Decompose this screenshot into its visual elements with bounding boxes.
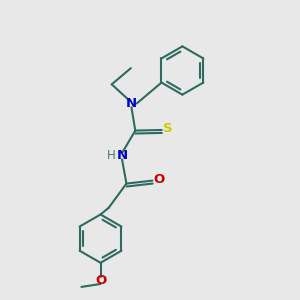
Text: N: N xyxy=(126,97,137,110)
Text: O: O xyxy=(153,173,164,186)
Text: H: H xyxy=(107,149,116,162)
Text: S: S xyxy=(164,122,173,135)
Text: O: O xyxy=(95,274,106,287)
Text: N: N xyxy=(116,149,128,162)
